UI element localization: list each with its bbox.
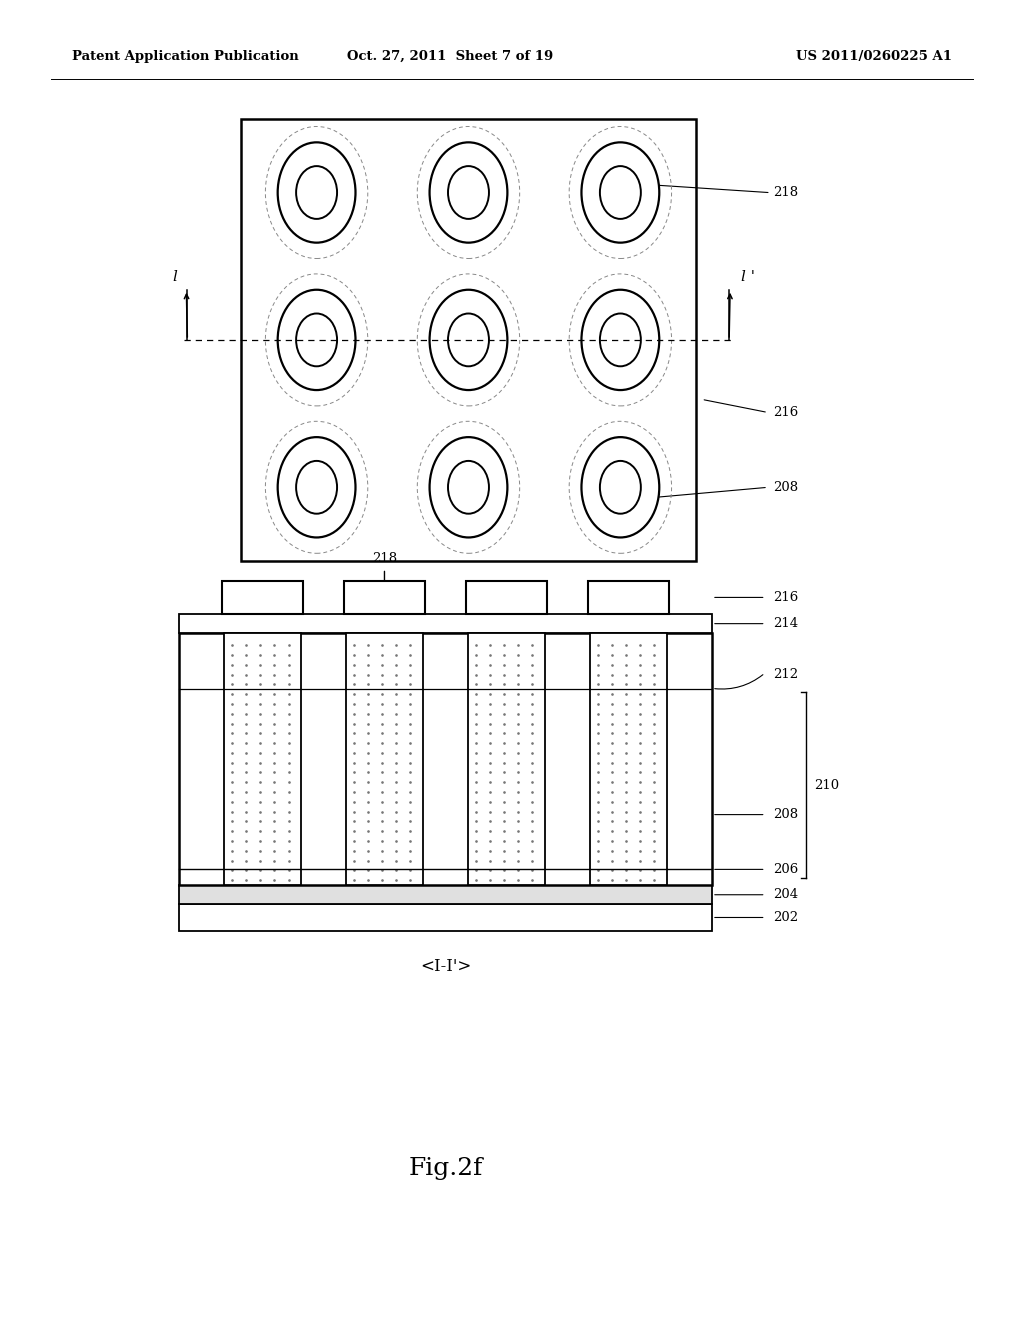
Bar <box>466 581 547 614</box>
Circle shape <box>430 143 508 243</box>
Text: Oct. 27, 2011  Sheet 7 of 19: Oct. 27, 2011 Sheet 7 of 19 <box>347 50 554 63</box>
Text: l ': l ' <box>740 271 755 285</box>
Circle shape <box>278 290 355 391</box>
Circle shape <box>582 290 659 391</box>
Circle shape <box>600 461 641 513</box>
Circle shape <box>296 166 337 219</box>
Bar <box>468 634 545 886</box>
Text: <I-I'>: <I-I'> <box>420 958 471 974</box>
Bar <box>241 119 696 561</box>
Bar <box>179 886 712 904</box>
Text: 208: 208 <box>773 480 799 494</box>
Bar <box>344 581 425 614</box>
Circle shape <box>296 314 337 367</box>
Circle shape <box>296 461 337 513</box>
Text: 202: 202 <box>773 911 799 924</box>
Text: Patent Application Publication: Patent Application Publication <box>72 50 298 63</box>
Bar <box>222 581 303 614</box>
Text: 218: 218 <box>773 186 799 199</box>
Text: 208: 208 <box>773 808 799 821</box>
Text: Fig.2f: Fig.2f <box>409 1156 482 1180</box>
Text: 216: 216 <box>773 407 799 418</box>
Circle shape <box>430 290 508 391</box>
Bar <box>224 634 301 886</box>
Text: 204: 204 <box>773 888 799 902</box>
Text: 218: 218 <box>372 552 397 565</box>
Text: US 2011/0260225 A1: US 2011/0260225 A1 <box>797 50 952 63</box>
Circle shape <box>278 143 355 243</box>
Text: 216: 216 <box>773 591 799 605</box>
Circle shape <box>449 166 489 219</box>
Circle shape <box>449 461 489 513</box>
Bar <box>346 634 423 886</box>
Circle shape <box>600 314 641 367</box>
Bar <box>588 581 669 614</box>
Circle shape <box>582 143 659 243</box>
Bar <box>179 904 712 931</box>
Circle shape <box>600 166 641 219</box>
Circle shape <box>430 437 508 537</box>
Text: l: l <box>173 271 177 285</box>
Bar <box>179 634 712 886</box>
Text: 214: 214 <box>773 618 799 630</box>
Bar <box>590 634 667 886</box>
Text: 210: 210 <box>814 779 840 792</box>
Circle shape <box>278 437 355 537</box>
Circle shape <box>582 437 659 537</box>
Text: 206: 206 <box>773 863 799 876</box>
Bar <box>179 614 712 634</box>
Text: 212: 212 <box>773 668 799 681</box>
Circle shape <box>449 314 489 367</box>
